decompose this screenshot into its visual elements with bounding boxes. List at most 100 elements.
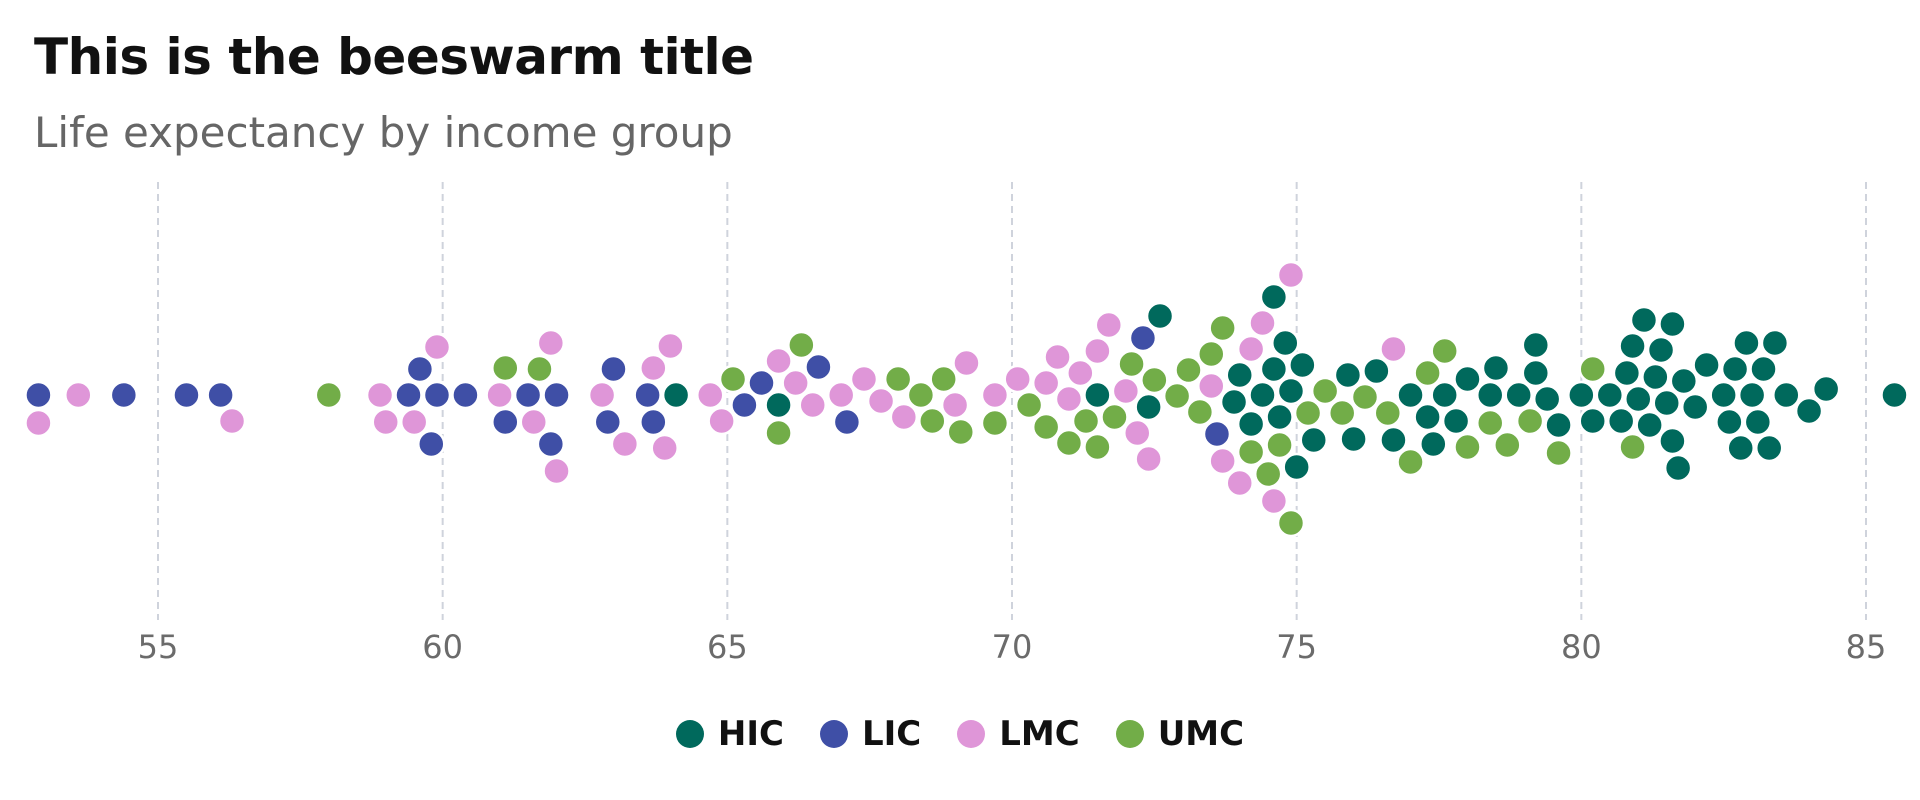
data-point-hic[interactable] [1236,409,1266,439]
data-point-hic[interactable] [1726,433,1755,463]
data-point-hic[interactable] [1669,366,1699,396]
data-point-lmc[interactable] [650,433,679,463]
data-point-hic[interactable] [1709,380,1738,410]
data-point-hic[interactable] [1333,360,1363,390]
data-point-umc[interactable] [1083,432,1112,462]
data-point-umc[interactable] [1054,428,1084,458]
data-point-umc[interactable] [1578,354,1607,384]
data-point-lmc[interactable] [764,346,793,376]
data-point-lmc[interactable] [889,402,919,432]
data-point-umc[interactable] [1373,398,1403,428]
data-point-lmc[interactable] [1094,310,1124,340]
data-point-lmc[interactable] [639,353,668,383]
data-point-hic[interactable] [1749,354,1778,384]
data-point-hic[interactable] [1772,380,1801,410]
data-point-hic[interactable] [1379,425,1408,455]
data-point-lic[interactable] [599,354,628,384]
data-point-umc[interactable] [1293,398,1323,428]
data-point-umc[interactable] [1618,432,1647,462]
data-point-umc[interactable] [718,364,748,394]
data-point-hic[interactable] [1692,350,1721,380]
data-point-lmc[interactable] [781,368,810,398]
data-point-umc[interactable] [946,417,976,447]
data-point-hic[interactable] [1288,350,1317,380]
data-point-lmc[interactable] [1134,444,1163,474]
data-point-hic[interactable] [1259,282,1289,312]
data-point-lmc[interactable] [1111,376,1141,406]
data-point-lic[interactable] [417,429,446,459]
data-point-hic[interactable] [1475,380,1505,410]
data-point-umc[interactable] [1544,438,1573,468]
data-point-hic[interactable] [1567,380,1596,410]
data-point-umc[interactable] [314,380,344,410]
data-point-lmc[interactable] [519,407,549,437]
data-point-umc[interactable] [1140,365,1169,395]
data-point-hic[interactable] [764,390,793,420]
data-point-umc[interactable] [1276,508,1306,538]
data-point-lic[interactable] [639,407,668,437]
data-point-hic[interactable] [1544,410,1573,440]
data-point-umc[interactable] [1100,402,1129,432]
data-point-hic[interactable] [1743,407,1773,437]
data-point-lic[interactable] [536,429,566,459]
data-point-lmc[interactable] [826,380,856,410]
data-point-hic[interactable] [1219,387,1249,417]
data-point-lmc[interactable] [610,429,640,459]
data-point-hic[interactable] [1441,406,1471,436]
data-point-lmc[interactable] [1123,418,1152,448]
data-point-hic[interactable] [1612,358,1642,388]
data-point-umc[interactable] [491,353,520,383]
data-point-hic[interactable] [1276,376,1306,406]
data-point-lic[interactable] [422,380,452,410]
data-point-lmc[interactable] [587,380,617,410]
data-point-hic[interactable] [1521,330,1551,360]
data-point-umc[interactable] [1413,358,1442,388]
data-point-hic[interactable] [1299,425,1328,455]
data-point-lic[interactable] [747,368,776,398]
data-point-umc[interactable] [1475,408,1505,438]
data-point-umc[interactable] [1236,437,1266,467]
data-point-lmc[interactable] [485,380,514,410]
legend-item-lic[interactable]: LIC [819,714,921,754]
data-point-hic[interactable] [1083,380,1112,410]
data-point-hic[interactable] [1715,407,1744,437]
data-point-lmc[interactable] [1083,336,1112,366]
data-point-umc[interactable] [1310,376,1340,406]
data-point-hic[interactable] [1880,380,1909,410]
data-point-hic[interactable] [1658,309,1687,339]
data-point-umc[interactable] [1208,313,1237,343]
data-point-umc[interactable] [1185,397,1215,427]
data-point-lic[interactable] [542,380,571,410]
data-point-lmc[interactable] [399,407,429,437]
data-point-hic[interactable] [1680,392,1710,422]
data-point-lic[interactable] [451,380,480,410]
data-point-umc[interactable] [980,408,1010,438]
data-point-lic[interactable] [1202,419,1232,449]
data-point-umc[interactable] [1350,382,1380,412]
data-point-umc[interactable] [1071,406,1101,436]
data-point-lmc[interactable] [1276,260,1306,290]
data-point-umc[interactable] [1493,430,1522,460]
data-point-umc[interactable] [883,364,913,394]
data-point-hic[interactable] [1134,392,1163,422]
data-point-hic[interactable] [1453,364,1482,394]
data-point-lmc[interactable] [217,406,247,436]
data-point-lmc[interactable] [952,348,981,378]
data-point-hic[interactable] [1794,396,1824,426]
data-point-umc[interactable] [787,330,816,360]
data-point-lmc[interactable] [1066,358,1095,388]
data-point-umc[interactable] [1253,459,1283,489]
data-point-hic[interactable] [1430,380,1459,410]
data-point-hic[interactable] [1282,452,1311,482]
data-point-umc[interactable] [1430,336,1459,366]
data-point-hic[interactable] [1641,362,1670,392]
data-point-umc[interactable] [918,406,947,436]
data-point-lmc[interactable] [1236,334,1266,364]
data-point-lmc[interactable] [1197,371,1226,401]
data-point-hic[interactable] [1259,354,1289,384]
data-point-lmc[interactable] [1003,364,1032,394]
data-point-umc[interactable] [1265,430,1294,460]
data-point-hic[interactable] [1362,356,1391,386]
data-point-hic[interactable] [1396,380,1425,410]
data-point-umc[interactable] [1515,406,1545,436]
